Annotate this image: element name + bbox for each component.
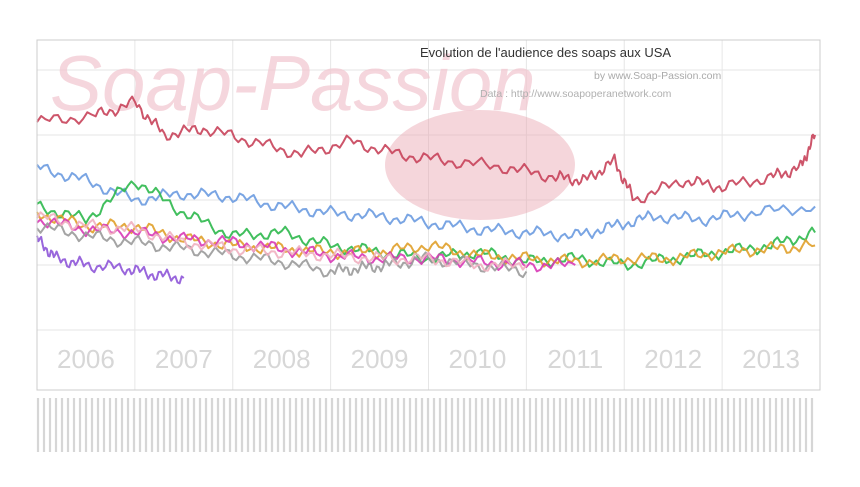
year-label: 2009 [351,344,409,374]
series-line [36,95,817,204]
chart-source: Data : http://www.soapoperanetwork.com [480,88,672,100]
year-label: 2011 [547,344,603,374]
year-label: 2010 [449,344,507,374]
watermark-lips [385,110,575,220]
year-labels: 2006 2007 2008 2009 2010 2011 2012 2013 [57,344,800,374]
chart-title: Evolution de l'audience des soaps aux US… [420,45,672,60]
chart-credit: by www.Soap-Passion.com [594,70,722,82]
watermark-text: Soap-Passion [50,39,536,127]
series-line [36,222,528,279]
year-label: 2008 [253,344,311,374]
series-line [36,211,528,272]
series-line [36,217,576,273]
series-lines [36,95,817,285]
plot-frame [36,39,821,391]
watermark: Soap-Passion [50,39,575,220]
year-label: 2013 [742,344,800,374]
year-label: 2006 [57,344,115,374]
year-label: 2012 [644,344,702,374]
series-line [36,235,185,285]
year-label: 2007 [155,344,213,374]
bottom-date-ticks [36,398,814,452]
series-line [36,163,816,243]
